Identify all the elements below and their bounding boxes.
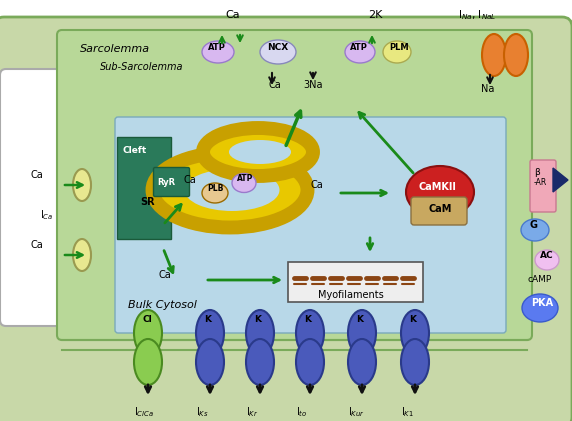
Text: SR: SR (140, 197, 154, 207)
Ellipse shape (521, 219, 549, 241)
Text: PKA: PKA (531, 298, 553, 308)
Text: AC: AC (540, 251, 554, 260)
Ellipse shape (202, 183, 228, 203)
Text: Ca: Ca (225, 10, 240, 20)
Text: Ca: Ca (30, 240, 43, 250)
Text: 2K: 2K (368, 10, 382, 20)
FancyBboxPatch shape (153, 168, 189, 197)
Ellipse shape (73, 239, 91, 271)
Text: I$_{Kur}$: I$_{Kur}$ (348, 405, 365, 419)
Ellipse shape (522, 294, 558, 322)
Bar (288, 262, 423, 302)
Ellipse shape (348, 339, 376, 385)
Text: PLB: PLB (207, 184, 224, 193)
Text: Cleft: Cleft (122, 146, 146, 155)
FancyBboxPatch shape (0, 69, 64, 326)
Ellipse shape (196, 339, 224, 385)
Text: I$_{Ca}$: I$_{Ca}$ (40, 208, 53, 222)
Ellipse shape (246, 339, 274, 385)
Text: I$_{Na}$, I$_{NaL}$: I$_{Na}$, I$_{NaL}$ (458, 8, 496, 22)
Ellipse shape (406, 166, 474, 218)
Text: Ca: Ca (158, 270, 171, 280)
Ellipse shape (535, 250, 559, 270)
FancyBboxPatch shape (117, 137, 171, 239)
Text: I$_{Ks}$: I$_{Ks}$ (196, 405, 209, 419)
Text: ATP: ATP (237, 174, 253, 183)
Ellipse shape (229, 140, 291, 164)
Text: K: K (409, 315, 416, 324)
Ellipse shape (401, 310, 429, 356)
Text: RyR: RyR (157, 178, 175, 187)
Text: I$_{to}$: I$_{to}$ (296, 405, 308, 419)
FancyBboxPatch shape (411, 197, 467, 225)
Text: ATP: ATP (350, 43, 368, 52)
Text: Cl: Cl (142, 315, 152, 324)
Text: -AR: -AR (534, 178, 547, 187)
Ellipse shape (260, 40, 296, 64)
Text: Sarcolemma: Sarcolemma (80, 44, 150, 54)
Ellipse shape (196, 310, 224, 356)
Text: Ca: Ca (183, 175, 196, 185)
Text: I$_{ClCa}$: I$_{ClCa}$ (134, 405, 154, 419)
Text: K: K (204, 315, 211, 324)
Text: β: β (534, 168, 540, 177)
Text: Na: Na (481, 84, 494, 94)
FancyBboxPatch shape (530, 160, 556, 212)
Ellipse shape (134, 339, 162, 385)
Text: I$_{K1}$: I$_{K1}$ (401, 405, 414, 419)
Text: K: K (254, 315, 261, 324)
Ellipse shape (504, 34, 528, 76)
Text: 3Na: 3Na (303, 80, 323, 90)
Text: cAMP: cAMP (528, 275, 552, 284)
Ellipse shape (203, 128, 313, 176)
FancyBboxPatch shape (57, 30, 532, 340)
Text: Bulk Cytosol: Bulk Cytosol (128, 300, 197, 310)
Ellipse shape (153, 152, 308, 227)
Text: K: K (304, 315, 311, 324)
Ellipse shape (383, 41, 411, 63)
Text: Ca: Ca (30, 170, 43, 180)
Text: Ca: Ca (268, 80, 281, 90)
Text: CaMKII: CaMKII (418, 182, 456, 192)
Text: PLM: PLM (389, 43, 408, 52)
Ellipse shape (482, 34, 506, 76)
Text: G: G (530, 220, 538, 230)
FancyBboxPatch shape (0, 17, 572, 421)
Ellipse shape (232, 173, 256, 192)
Ellipse shape (73, 169, 91, 201)
Ellipse shape (202, 41, 234, 63)
Text: ATP: ATP (208, 43, 226, 52)
FancyBboxPatch shape (115, 117, 506, 333)
Ellipse shape (296, 310, 324, 356)
Ellipse shape (296, 339, 324, 385)
Ellipse shape (401, 339, 429, 385)
Ellipse shape (345, 41, 375, 63)
Text: K: K (356, 315, 363, 324)
Ellipse shape (246, 310, 274, 356)
Text: I$_{Kr}$: I$_{Kr}$ (246, 405, 259, 419)
Ellipse shape (348, 310, 376, 356)
Text: Sub-Sarcolemma: Sub-Sarcolemma (100, 62, 184, 72)
Text: Ca: Ca (310, 180, 323, 190)
Ellipse shape (185, 169, 280, 211)
Ellipse shape (134, 310, 162, 356)
Text: CaM: CaM (428, 204, 451, 214)
Text: NCX: NCX (267, 43, 288, 52)
Text: Myofilaments: Myofilaments (318, 290, 384, 300)
Polygon shape (553, 168, 568, 192)
